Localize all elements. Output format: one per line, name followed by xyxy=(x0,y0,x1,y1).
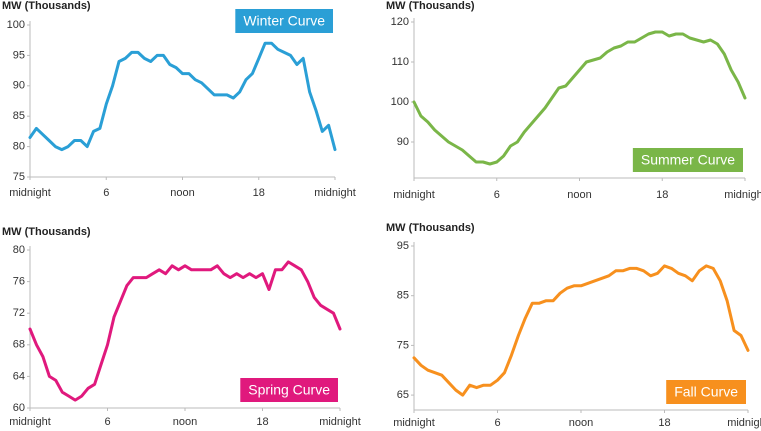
x-tick-label: 18 xyxy=(256,416,268,428)
line-series xyxy=(412,30,747,166)
x-tick-label: midnight xyxy=(393,189,435,201)
y-tick-label: 60 xyxy=(13,402,25,414)
y-tick-label: 120 xyxy=(391,16,409,28)
x-tick-label: midnight xyxy=(319,416,361,428)
y-tick-label: 76 xyxy=(13,276,25,288)
y-tick-label: 90 xyxy=(13,80,25,92)
x-tick-label: midnight xyxy=(724,189,761,201)
panel: MW (Thousands) 60 64 68 72 76 80 midnight 6 noon 1… xyxy=(2,226,361,428)
badge-label: Summer Curve xyxy=(641,152,735,168)
panel: MW (Thousands) 65 75 85 95 midnight 6 noon 18 mid… xyxy=(386,222,761,429)
y-tick-label: 72 xyxy=(13,307,25,319)
badge-bg xyxy=(235,9,333,33)
y-tick-label: 65 xyxy=(397,389,409,401)
x-tick-label: midnight xyxy=(727,417,761,429)
y-tick-label: 90 xyxy=(397,136,409,148)
y-tick-label: 75 xyxy=(397,339,409,351)
y-tick-label: 100 xyxy=(391,96,409,108)
x-tick-label: midnight xyxy=(393,417,435,429)
y-tick-label: 80 xyxy=(13,244,25,256)
y-tick-label: 75 xyxy=(13,171,25,183)
x-tick-label: 6 xyxy=(494,417,500,429)
y-tick-label: 85 xyxy=(13,110,25,122)
y-tick-label: 110 xyxy=(391,56,409,68)
badge-bg xyxy=(632,148,743,172)
y-tick-label: 95 xyxy=(13,49,25,61)
line-series xyxy=(28,41,337,152)
line-series xyxy=(412,264,750,397)
x-tick-label: midnight xyxy=(314,187,356,199)
badge-label: Winter Curve xyxy=(243,13,325,29)
badge-bg xyxy=(240,378,338,402)
y-tick-label: 100 xyxy=(7,19,25,31)
badge-bg xyxy=(666,380,746,404)
panel: MW (Thousands) 90 100 110 120 midnight 6 noon 18… xyxy=(386,0,761,201)
badge-label: Fall Curve xyxy=(674,384,738,400)
x-tick-label: noon xyxy=(569,417,593,429)
badge-label: Spring Curve xyxy=(248,382,330,398)
y-axis-label: MW (Thousands) xyxy=(2,226,91,238)
y-axis-label: MW (Thousands) xyxy=(386,0,475,12)
y-tick-label: 64 xyxy=(13,370,25,382)
x-tick-label: midnight xyxy=(9,416,51,428)
y-tick-label: 85 xyxy=(397,290,409,302)
line-series xyxy=(28,260,342,402)
y-axis-label: MW (Thousands) xyxy=(2,0,91,12)
x-tick-label: 6 xyxy=(104,416,110,428)
panel: MW (Thousands) 75 80 85 90 95 100 midnight 6 noon… xyxy=(2,0,356,199)
x-tick-label: midnight xyxy=(9,187,51,199)
x-tick-label: 18 xyxy=(253,187,265,199)
y-axis-label: MW (Thousands) xyxy=(386,222,475,234)
x-tick-label: noon xyxy=(173,416,197,428)
x-tick-label: noon xyxy=(170,187,194,199)
y-tick-label: 68 xyxy=(13,339,25,351)
y-tick-label: 95 xyxy=(397,240,409,252)
x-tick-label: 18 xyxy=(656,189,668,201)
x-tick-label: noon xyxy=(567,189,591,201)
x-tick-label: 18 xyxy=(658,417,670,429)
x-tick-label: 6 xyxy=(494,189,500,201)
x-tick-label: 6 xyxy=(103,187,109,199)
y-tick-label: 80 xyxy=(13,141,25,153)
